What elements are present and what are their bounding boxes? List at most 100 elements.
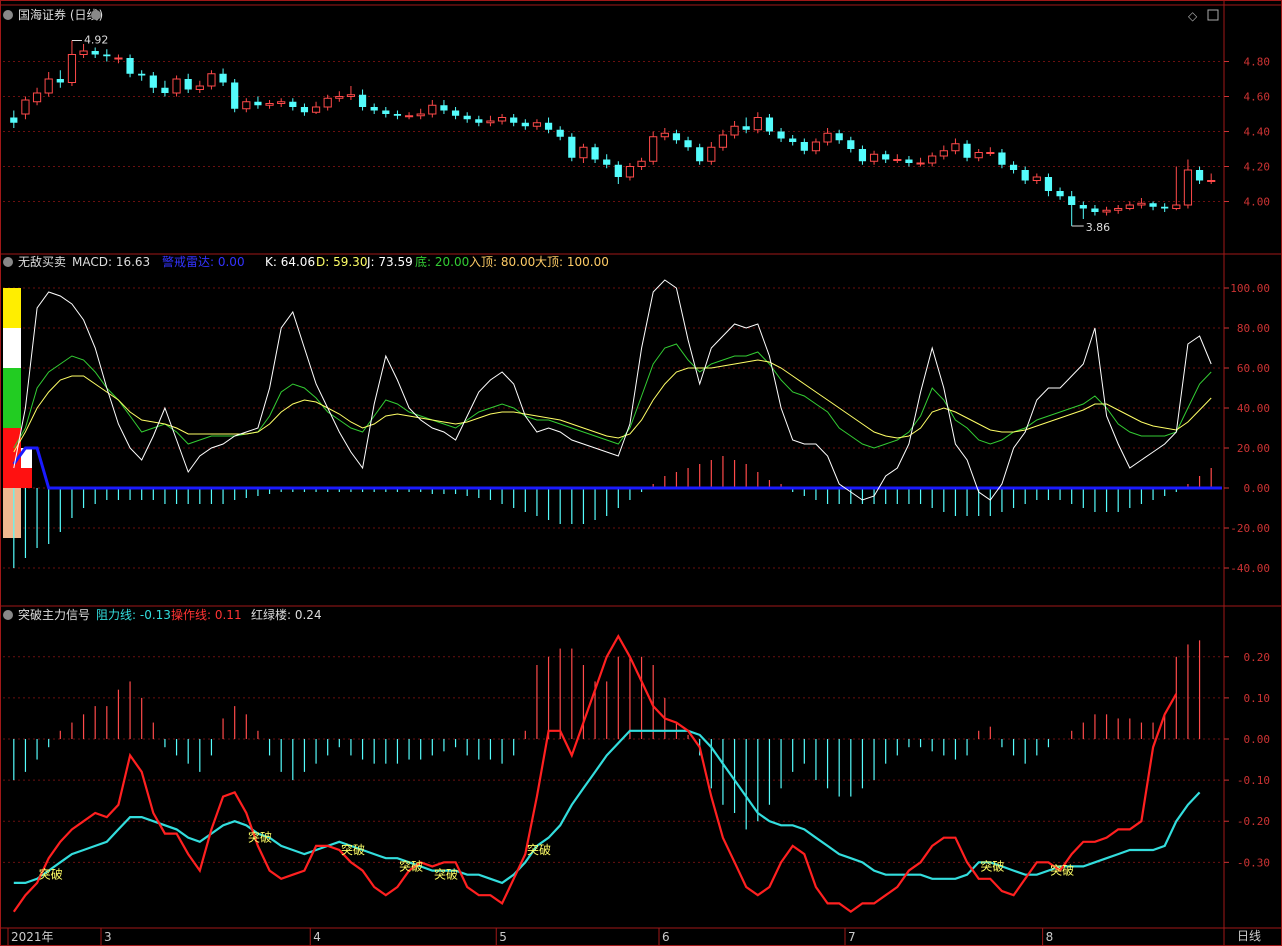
y-tick-label: 0.00 <box>1244 482 1271 495</box>
collapse-icon[interactable] <box>3 610 13 620</box>
candle-up <box>951 143 960 152</box>
candle-down <box>103 54 111 57</box>
candle-up <box>486 120 495 124</box>
zone-top <box>3 288 21 328</box>
candle-up <box>195 85 204 90</box>
candle-up <box>277 101 286 104</box>
big-top-value: 大顶: 100.00 <box>535 255 609 269</box>
breakout-signal-label: 突破 <box>527 842 551 857</box>
y-tick-label: -0.20 <box>1237 815 1270 828</box>
diamond-icon[interactable]: ◇ <box>1188 9 1198 23</box>
candle-down <box>684 140 692 148</box>
candle-up <box>32 92 42 103</box>
indicator-name: 突破主力信号 <box>18 607 90 622</box>
candle-up <box>1137 202 1146 206</box>
candle-up <box>916 162 925 165</box>
candle-up <box>265 103 274 106</box>
candle-up <box>974 152 983 159</box>
x-tick-label: 6 <box>662 930 670 944</box>
candle-up <box>428 104 437 115</box>
collapse-icon[interactable] <box>3 10 13 20</box>
candle-down <box>184 79 192 90</box>
candle-up <box>718 134 728 148</box>
candle-down <box>219 73 227 83</box>
macd-value: MACD: 16.63 <box>72 255 150 269</box>
series-j-line <box>13 279 1212 501</box>
candle-up <box>660 132 669 138</box>
kdj-panel[interactable] <box>3 279 1222 568</box>
x-tick-label: 2021年 <box>11 930 54 944</box>
price-panel[interactable]: 4.92 3.86 <box>10 34 1216 235</box>
candle-down <box>1195 170 1204 181</box>
y-tick-label: 4.20 <box>1244 161 1271 174</box>
candle-down <box>568 136 576 158</box>
candle-down <box>556 129 564 137</box>
candle-down <box>905 159 913 163</box>
chevron-down-icon[interactable] <box>91 10 101 20</box>
series-d-line <box>13 359 1212 453</box>
x-tick-label: 4 <box>313 930 321 944</box>
candle-up <box>1207 180 1216 182</box>
collapse-icon[interactable] <box>3 257 13 267</box>
candle-up <box>346 94 356 97</box>
red-green-value: 红绿楼: 0.24 <box>251 607 322 622</box>
candle-down <box>1149 203 1157 207</box>
period-label[interactable]: 日线 <box>1237 929 1261 943</box>
candle-up <box>707 146 716 162</box>
warn-radar-value: 警戒雷达: 0.00 <box>162 254 245 269</box>
candle-up <box>939 150 948 157</box>
price-panel-title: 国海证券 (日线) <box>18 7 103 22</box>
y-axes: 4.00 4.20 4.40 4.60 4.80 -40.00 -20.00 0.00 20.0… <box>1224 56 1271 869</box>
candle-down <box>56 79 64 83</box>
candle-up <box>730 125 739 136</box>
zone-high <box>3 328 21 368</box>
candle-up <box>1032 176 1041 181</box>
candle-up <box>649 136 658 162</box>
candle-up <box>625 166 635 178</box>
y-tick-label: 4.40 <box>1244 126 1271 139</box>
series-k-line <box>13 343 1212 449</box>
candle-down <box>393 114 402 116</box>
zone-marker <box>21 468 32 488</box>
candle-down <box>370 107 378 111</box>
candle-up <box>497 117 507 122</box>
candle-down <box>882 154 890 160</box>
candle-up <box>1183 169 1193 206</box>
candle-down <box>1021 170 1029 181</box>
candle-up <box>986 152 995 154</box>
candle-down <box>231 82 239 109</box>
candle-up <box>1102 209 1111 213</box>
y-tick-label: -20.00 <box>1230 522 1270 535</box>
candle-up <box>1172 204 1181 209</box>
resist-line <box>13 729 1201 885</box>
window-icon[interactable] <box>1207 9 1219 21</box>
candle-down <box>254 101 262 106</box>
candle-down <box>289 101 297 107</box>
candle-down <box>800 142 808 151</box>
candle-down <box>1091 208 1099 212</box>
y-tick-label: 4.80 <box>1244 56 1271 69</box>
candle-down <box>603 159 611 165</box>
candle-up <box>311 106 321 113</box>
y-tick-label: 0.20 <box>1244 651 1271 664</box>
candle-down <box>835 133 843 141</box>
candle-down <box>742 126 750 130</box>
candle-down <box>510 117 518 123</box>
candle-up <box>869 153 879 162</box>
kdj-panel-header: 无敌买卖 MACD: 16.63 警戒雷达: 0.00 K: 64.06 D: … <box>3 254 609 269</box>
candle-down <box>777 131 785 139</box>
x-tick-label: 7 <box>848 930 856 944</box>
operate-line <box>12 633 1178 914</box>
candle-up <box>21 99 30 115</box>
x-tick-label: 8 <box>1046 930 1054 944</box>
candle-down <box>789 138 797 142</box>
candle-down <box>544 122 553 130</box>
candle-down <box>91 51 99 55</box>
candle-down <box>300 107 309 113</box>
y-tick-label: 40.00 <box>1237 402 1270 415</box>
candle-down <box>161 87 169 93</box>
candle-up <box>404 115 414 118</box>
breakout-signal-label: 突破 <box>399 858 423 873</box>
